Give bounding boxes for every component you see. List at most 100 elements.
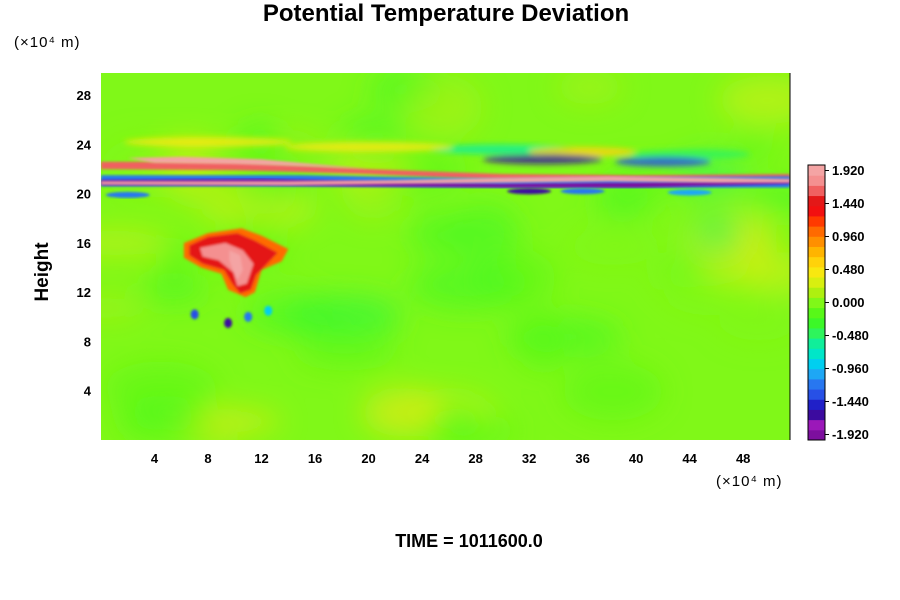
texture-blob [736,184,790,212]
streak [284,141,453,152]
colorbar-tick-label: 0.960 [832,229,865,244]
texture-blob [518,312,565,372]
dip [560,188,605,195]
colorbar-tick-label: -0.480 [832,328,869,343]
x-tick-label: 36 [575,451,589,466]
colorbar-swatch [808,215,825,227]
colorbar-swatch [808,348,825,360]
colorbar-swatch [808,246,825,258]
y-axis-unit: (×10⁴ m) [14,34,81,51]
colorbar-swatch [808,297,825,309]
y-axis-ticks: 4 8 12 16 20 24 28 [77,88,92,399]
colorbar-swatch [808,236,825,247]
texture-blob [294,342,398,369]
texture-blob [137,280,209,303]
colorbar-swatch [808,358,825,370]
texture-blob [428,402,483,440]
x-tick-label: 28 [468,451,482,466]
colorbar: 1.920 1.440 0.960 0.480 0.000 -0.480 -0.960 -1.… [807,163,869,442]
texture-blob [362,387,447,437]
cell-layer-3 [229,250,243,280]
colorbar-swatch [808,378,825,390]
texture-blob [448,203,520,261]
chart-title: Potential Temperature Deviation [262,0,630,27]
y-tick-label: 12 [77,285,91,300]
y-tick-label: 28 [77,88,91,103]
colorbar-swatch [808,205,825,217]
dip [667,189,712,196]
dip [507,188,552,195]
x-tick-label: 8 [204,451,211,466]
colorbar-swatch [808,338,825,349]
upper-streaks [124,136,750,167]
x-tick-label: 40 [629,451,643,466]
streak [482,154,603,165]
colorbar-swatch [808,429,825,441]
y-tick-label: 8 [84,334,91,349]
colorbar-swatch [808,409,825,421]
colorbar-swatch [808,307,825,319]
colorbar-swatch [808,399,825,410]
texture-blob [562,362,664,421]
x-tick-label: 48 [736,451,750,466]
colorbar-swatch [808,368,825,380]
texture-blob [700,262,776,287]
colorbar-swatch [808,185,825,197]
colorbar-swatch [808,175,825,186]
colorbar-swatch [808,256,825,268]
cell-speck [190,309,199,320]
x-tick-label: 4 [151,451,159,466]
x-axis-ticks: 4 8 12 16 20 24 28 32 36 40 44 48 [151,451,751,466]
y-tick-label: 24 [77,137,92,152]
band-layer-0 [101,161,790,181]
texture-blob [190,420,238,440]
cell-speck [244,311,253,322]
colorbar-swatch [808,317,825,329]
texture-blob [719,301,790,341]
colorbar-swatch [808,327,825,339]
texture-blob [718,75,790,124]
y-tick-label: 4 [84,384,92,399]
colorbar-swatch [808,165,825,176]
plot-area [101,73,790,440]
x-tick-label: 24 [415,451,430,466]
colorbar-tick-label: 0.480 [832,262,865,277]
band-layer-4 [127,156,369,170]
colorbar-swatch [808,277,825,288]
dip [105,191,150,198]
x-tick-label: 44 [682,451,697,466]
convective-cell [183,228,289,329]
tropopause-band [101,156,790,188]
streak [124,136,293,147]
texture-blob [101,295,144,320]
colorbar-tick-label: 1.440 [832,196,865,211]
band-dips [105,188,712,198]
cell-speck [264,305,273,316]
colorbar-tick-label: 1.920 [832,163,865,178]
colorbar-swatch [808,266,825,278]
texture-blob [101,229,170,257]
colorbar-tick-label: -1.920 [832,427,869,442]
time-footer: TIME = 1011600.0 [395,531,543,551]
colorbar-swatch [808,287,825,298]
x-axis-unit: (×10⁴ m) [716,473,783,490]
colorbar-tick-label: -0.960 [832,361,869,376]
x-tick-label: 20 [361,451,375,466]
texture-blob [690,210,744,253]
band-layer-3 [101,176,790,186]
x-tick-label: 12 [254,451,268,466]
texture-blob [287,298,401,346]
colorbar-swatch [808,419,825,431]
streak [528,146,637,157]
cell-layer-2 [200,243,254,287]
colorbar-swatch [808,226,825,237]
y-tick-label: 16 [77,236,91,251]
streak [614,156,711,167]
y-tick-label: 20 [77,187,91,202]
texture-blob [568,228,658,265]
texture-blob [201,191,318,228]
x-tick-label: 16 [308,451,322,466]
colorbar-swatch [808,195,825,207]
